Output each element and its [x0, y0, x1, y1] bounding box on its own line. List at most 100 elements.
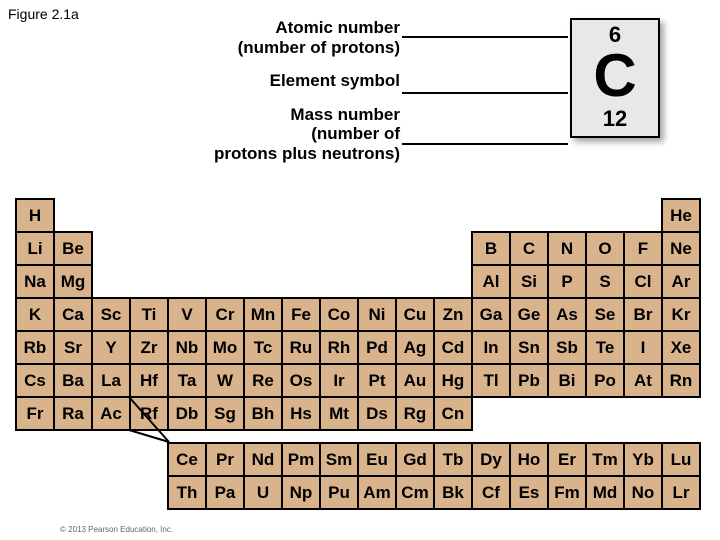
- element-cell-s: S: [586, 265, 624, 298]
- connector-line: [402, 36, 568, 38]
- element-cell-pu: Pu: [320, 476, 358, 509]
- element-cell-ho: Ho: [510, 443, 548, 476]
- element-cell-mn: Mn: [244, 298, 282, 331]
- element-cell-hs: Hs: [282, 397, 320, 430]
- element-cell-au: Au: [396, 364, 434, 397]
- element-cell-ca: Ca: [54, 298, 92, 331]
- element-cell-hf: Hf: [130, 364, 168, 397]
- element-cell-ni: Ni: [358, 298, 396, 331]
- element-cell-rb: Rb: [16, 331, 54, 364]
- element-cell-f: F: [624, 232, 662, 265]
- element-cell-ru: Ru: [282, 331, 320, 364]
- element-cell-nb: Nb: [168, 331, 206, 364]
- label-atomic-number: Atomic number(number of protons): [150, 18, 400, 57]
- element-cell-pt: Pt: [358, 364, 396, 397]
- element-cell-ne: Ne: [662, 232, 700, 265]
- element-cell-na: Na: [16, 265, 54, 298]
- element-cell-o: O: [586, 232, 624, 265]
- element-cell-ge: Ge: [510, 298, 548, 331]
- element-cell-pm: Pm: [282, 443, 320, 476]
- element-cell-c: C: [510, 232, 548, 265]
- element-cell-te: Te: [586, 331, 624, 364]
- element-cell-tm: Tm: [586, 443, 624, 476]
- element-cell-n: N: [548, 232, 586, 265]
- element-cell-th: Th: [168, 476, 206, 509]
- label-mass-number: Mass number(number ofprotons plus neutro…: [150, 105, 400, 164]
- element-cell-ta: Ta: [168, 364, 206, 397]
- f-block-table: CePrNdPmSmEuGdTbDyHoErTmYbLuThPaUNpPuAmC…: [167, 442, 701, 510]
- element-cell-la: La: [92, 364, 130, 397]
- figure-label: Figure 2.1a: [8, 6, 79, 22]
- element-cell-at: At: [624, 364, 662, 397]
- element-cell-h: H: [16, 199, 54, 232]
- element-cell-ti: Ti: [130, 298, 168, 331]
- copyright: © 2013 Pearson Education, Inc.: [60, 525, 173, 534]
- callout-symbol: C: [572, 46, 658, 108]
- element-cell-ag: Ag: [396, 331, 434, 364]
- element-cell-rn: Rn: [662, 364, 700, 397]
- element-cell-sb: Sb: [548, 331, 586, 364]
- element-cell-cu: Cu: [396, 298, 434, 331]
- element-cell-fr: Fr: [16, 397, 54, 430]
- element-cell-mt: Mt: [320, 397, 358, 430]
- element-cell-cn: Cn: [434, 397, 472, 430]
- element-cell-cs: Cs: [16, 364, 54, 397]
- element-cell-as: As: [548, 298, 586, 331]
- element-cell-sn: Sn: [510, 331, 548, 364]
- element-cell-hg: Hg: [434, 364, 472, 397]
- element-cell-co: Co: [320, 298, 358, 331]
- element-cell-lr: Lr: [662, 476, 700, 509]
- element-cell-cr: Cr: [206, 298, 244, 331]
- element-cell-nd: Nd: [244, 443, 282, 476]
- element-cell-xe: Xe: [662, 331, 700, 364]
- element-cell-ar: Ar: [662, 265, 700, 298]
- element-cell-zn: Zn: [434, 298, 472, 331]
- element-cell-w: W: [206, 364, 244, 397]
- element-cell-ga: Ga: [472, 298, 510, 331]
- callout-mass-number: 12: [572, 108, 658, 136]
- element-cell-se: Se: [586, 298, 624, 331]
- element-cell-pb: Pb: [510, 364, 548, 397]
- element-cell-u: U: [244, 476, 282, 509]
- element-cell-db: Db: [168, 397, 206, 430]
- element-cell-ir: Ir: [320, 364, 358, 397]
- element-cell-rh: Rh: [320, 331, 358, 364]
- element-cell-y: Y: [92, 331, 130, 364]
- element-cell-np: Np: [282, 476, 320, 509]
- element-cell-si: Si: [510, 265, 548, 298]
- element-cell-br: Br: [624, 298, 662, 331]
- element-cell-bh: Bh: [244, 397, 282, 430]
- element-cell-p: P: [548, 265, 586, 298]
- element-cell-v: V: [168, 298, 206, 331]
- callout-labels: Atomic number(number of protons) Element…: [150, 18, 400, 177]
- element-cell-er: Er: [548, 443, 586, 476]
- element-cell-po: Po: [586, 364, 624, 397]
- element-cell-fm: Fm: [548, 476, 586, 509]
- element-cell-al: Al: [472, 265, 510, 298]
- element-cell-dy: Dy: [472, 443, 510, 476]
- element-cell-bk: Bk: [434, 476, 472, 509]
- element-callout: 6 C 12: [570, 18, 660, 138]
- element-cell-lu: Lu: [662, 443, 700, 476]
- element-cell-mo: Mo: [206, 331, 244, 364]
- element-cell-am: Am: [358, 476, 396, 509]
- element-cell-pr: Pr: [206, 443, 244, 476]
- element-cell-eu: Eu: [358, 443, 396, 476]
- element-cell-bi: Bi: [548, 364, 586, 397]
- element-cell-ba: Ba: [54, 364, 92, 397]
- element-cell-tl: Tl: [472, 364, 510, 397]
- element-cell-cl: Cl: [624, 265, 662, 298]
- element-cell-cf: Cf: [472, 476, 510, 509]
- element-cell-i: I: [624, 331, 662, 364]
- connector-line: [402, 92, 568, 94]
- fblock-connector: [129, 397, 169, 442]
- element-cell-li: Li: [16, 232, 54, 265]
- element-cell-tb: Tb: [434, 443, 472, 476]
- element-cell-cm: Cm: [396, 476, 434, 509]
- element-cell-pa: Pa: [206, 476, 244, 509]
- element-cell-es: Es: [510, 476, 548, 509]
- element-cell-mg: Mg: [54, 265, 92, 298]
- element-cell-ac: Ac: [92, 397, 130, 430]
- element-cell-zr: Zr: [130, 331, 168, 364]
- element-cell-fe: Fe: [282, 298, 320, 331]
